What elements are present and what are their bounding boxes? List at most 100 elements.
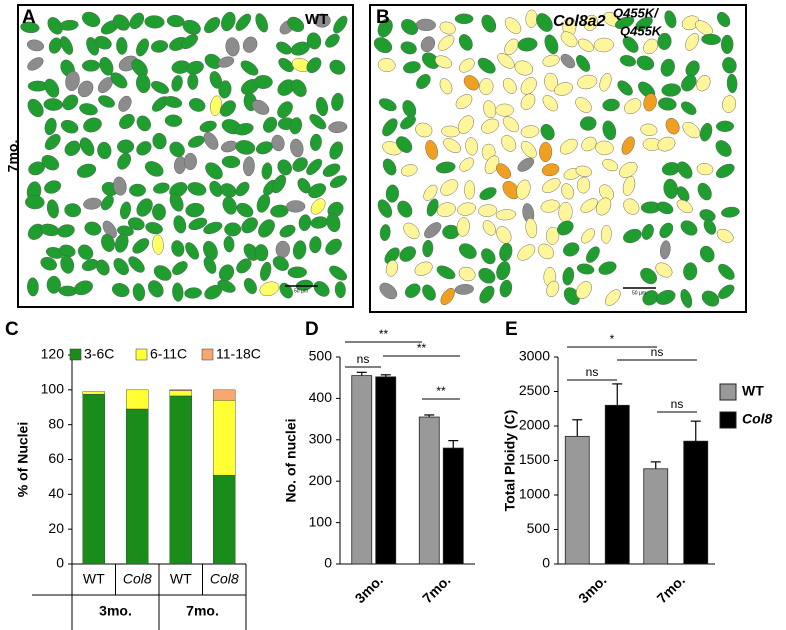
nucleus bbox=[144, 15, 165, 29]
nucleus bbox=[44, 134, 61, 150]
nucleus bbox=[541, 163, 560, 177]
nucleus bbox=[720, 34, 734, 55]
nucleus bbox=[504, 38, 519, 56]
nucleus bbox=[544, 34, 559, 55]
nucleus bbox=[111, 283, 130, 298]
nucleus bbox=[459, 157, 475, 172]
nucleus bbox=[172, 261, 188, 275]
nucleus bbox=[254, 244, 269, 262]
nucleus bbox=[561, 183, 574, 200]
nucleus bbox=[593, 37, 614, 53]
nucleus bbox=[83, 197, 102, 210]
nucleus bbox=[715, 140, 732, 157]
nucleus bbox=[701, 33, 721, 45]
nucleus bbox=[225, 37, 240, 57]
nucleus bbox=[377, 199, 393, 218]
nucleus bbox=[290, 138, 304, 158]
nucleus bbox=[219, 100, 236, 117]
nucleus bbox=[287, 16, 305, 32]
x-tick-label: 7mo. bbox=[419, 572, 453, 606]
nucleus bbox=[655, 262, 673, 278]
panel-label: B bbox=[376, 7, 390, 28]
nucleus bbox=[289, 117, 303, 135]
nucleus bbox=[272, 256, 289, 271]
nucleus bbox=[251, 99, 270, 115]
nucleus bbox=[542, 178, 561, 193]
nucleus bbox=[306, 158, 323, 175]
significance-label: ns bbox=[357, 352, 370, 366]
nucleus bbox=[545, 226, 560, 245]
nucleus bbox=[495, 103, 514, 117]
significance-label: ns bbox=[586, 365, 599, 379]
nucleus bbox=[400, 41, 417, 55]
nucleus bbox=[203, 256, 217, 274]
nucleus bbox=[188, 98, 206, 112]
x-tick-label: WT bbox=[170, 571, 192, 587]
nucleus bbox=[99, 56, 114, 76]
nucleus bbox=[546, 280, 560, 298]
nucleus bbox=[259, 281, 280, 297]
y-tick-label: 1000 bbox=[519, 486, 550, 502]
nucleus bbox=[619, 55, 637, 67]
y-tick-label: 40 bbox=[48, 485, 64, 501]
nucleus bbox=[496, 261, 511, 281]
nucleus bbox=[279, 224, 296, 238]
nucleus bbox=[681, 15, 700, 31]
nucleus bbox=[660, 58, 675, 77]
nucleus bbox=[236, 258, 252, 274]
nucleus bbox=[599, 72, 612, 92]
nucleus bbox=[581, 136, 597, 152]
nucleus bbox=[478, 204, 498, 217]
nucleus bbox=[443, 138, 461, 153]
nucleus bbox=[403, 222, 420, 240]
nucleus bbox=[439, 21, 456, 35]
x-tick-label: 7mo. bbox=[654, 572, 688, 606]
x-tick-label: 3mo. bbox=[575, 572, 609, 606]
nucleus bbox=[113, 258, 129, 276]
nucleus bbox=[306, 57, 322, 74]
nucleus bbox=[169, 193, 184, 212]
nucleus bbox=[682, 121, 701, 139]
nucleus bbox=[221, 155, 241, 169]
nucleus bbox=[57, 224, 75, 238]
y-tick-label: 100 bbox=[309, 513, 333, 529]
bar-segment bbox=[126, 389, 149, 410]
nucleus bbox=[396, 136, 413, 153]
nucleus bbox=[64, 140, 81, 156]
nucleus bbox=[403, 61, 421, 74]
nucleus bbox=[440, 179, 459, 196]
bar-segment bbox=[213, 474, 236, 565]
significance-label: ** bbox=[417, 341, 427, 355]
nucleus bbox=[656, 201, 674, 215]
nucleus bbox=[514, 60, 534, 76]
nucleus bbox=[203, 240, 218, 261]
nucleus bbox=[377, 58, 396, 72]
nucleus bbox=[203, 131, 219, 150]
nucleus bbox=[221, 11, 236, 32]
nucleus bbox=[581, 228, 595, 244]
nucleus bbox=[499, 242, 513, 262]
nucleus bbox=[676, 186, 690, 202]
nucleus bbox=[717, 11, 731, 28]
nucleus bbox=[27, 98, 44, 118]
nucleus bbox=[540, 123, 555, 141]
y-tick-label: 2500 bbox=[519, 382, 550, 398]
bar bbox=[683, 440, 709, 565]
nucleus bbox=[220, 183, 237, 198]
bar bbox=[643, 468, 669, 565]
nucleus bbox=[76, 163, 97, 178]
nucleus bbox=[416, 74, 431, 89]
nucleus bbox=[329, 175, 347, 188]
nucleus bbox=[635, 16, 653, 31]
nucleus bbox=[536, 13, 553, 32]
nucleus bbox=[483, 100, 497, 119]
nucleus bbox=[614, 16, 635, 29]
nucleus bbox=[209, 180, 223, 197]
nucleus bbox=[199, 120, 217, 133]
nucleus bbox=[577, 38, 594, 52]
nucleus bbox=[20, 21, 40, 34]
nucleus bbox=[718, 263, 735, 280]
bar bbox=[442, 447, 464, 565]
nucleus bbox=[326, 213, 341, 233]
